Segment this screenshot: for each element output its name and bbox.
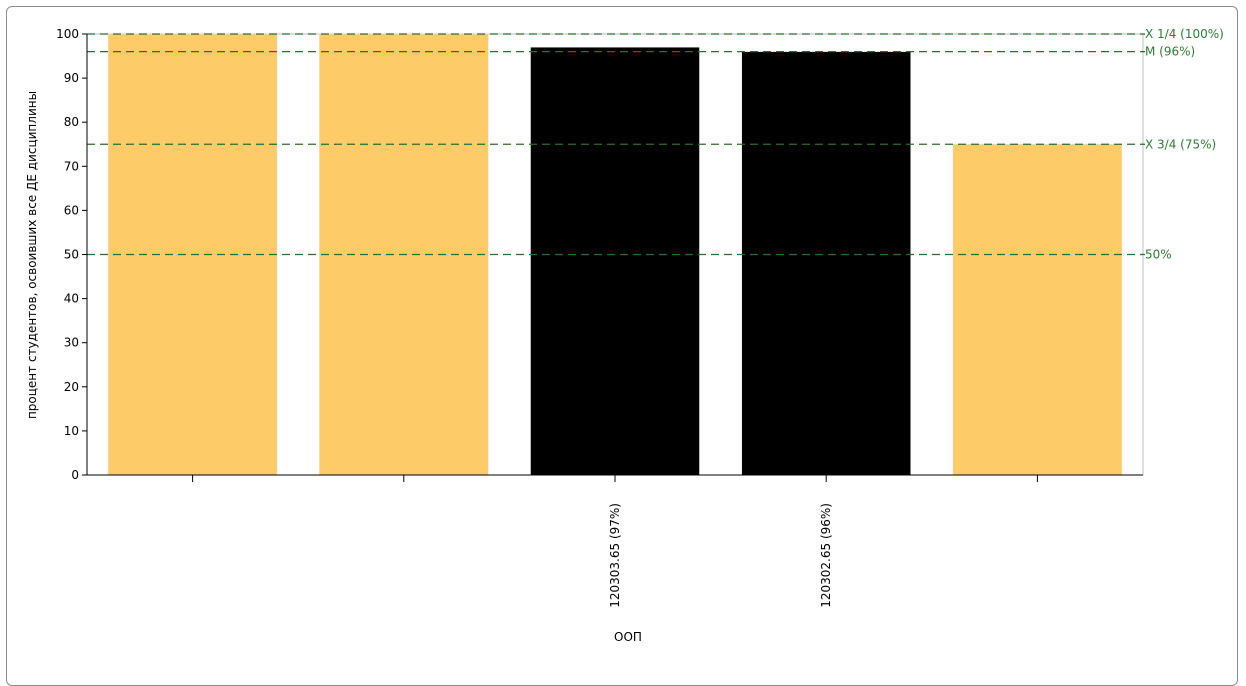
x-tick-labels-group: 120303.65 (97%) 120302.65 (96%) [192, 475, 1038, 608]
x-axis-title: ООП [614, 630, 642, 644]
y-tick-label: 100 [56, 27, 79, 41]
bar [741, 51, 911, 476]
bar [952, 144, 1123, 476]
reference-line-label: X 1/4 (100%) [1145, 27, 1224, 41]
y-tick-label: 10 [64, 424, 79, 438]
x-tick-label: 120303.65 (97%) [608, 503, 622, 608]
reference-line-label: X 3/4 (75%) [1145, 137, 1216, 151]
bar [530, 46, 700, 476]
y-axis-title: процент студентов, освоивших все ДЕ дисц… [25, 91, 39, 419]
reference-lines-group: X 1/4 (100%) M (96%) X 3/4 (75%) 50% [87, 27, 1224, 262]
y-tick-labels-group: 0 10 20 30 40 50 60 70 80 90 100 [56, 27, 87, 482]
y-tick-label: 30 [64, 336, 79, 350]
y-tick-label: 70 [64, 159, 79, 173]
y-tick-label: 50 [64, 248, 79, 262]
reference-line-label: M (96%) [1145, 45, 1195, 59]
y-tick-label: 0 [71, 468, 79, 482]
y-tick-label: 80 [64, 115, 79, 129]
reference-line-label: 50% [1145, 248, 1172, 262]
y-tick-label: 60 [64, 203, 79, 217]
y-tick-label: 20 [64, 380, 79, 394]
y-tick-label: 40 [64, 292, 79, 306]
x-tick-label: 120302.65 (96%) [819, 503, 833, 608]
y-tick-label: 90 [64, 71, 79, 85]
